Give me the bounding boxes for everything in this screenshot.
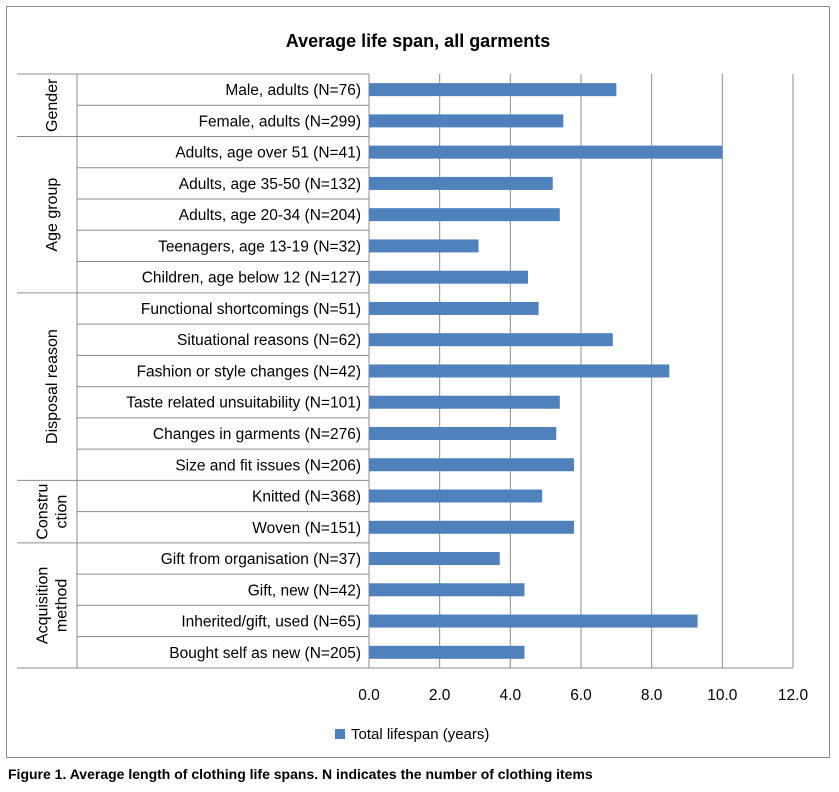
bar (369, 301, 539, 315)
bar (369, 426, 557, 440)
bar (369, 239, 479, 253)
category-label: Bought self as new (N=205) (169, 645, 361, 662)
x-tick-label: 12.0 (778, 687, 809, 704)
bar (369, 270, 528, 284)
category-label: Changes in garments (N=276) (153, 426, 361, 443)
group-label: Acquisition method (35, 567, 71, 644)
category-label: Adults, age 35-50 (N=132) (179, 176, 361, 193)
bar (369, 364, 670, 378)
figure-caption: Figure 1. Average length of clothing lif… (8, 766, 593, 782)
bar (369, 489, 543, 503)
category-label: Gift from organisation (N=37) (161, 551, 361, 568)
bar (369, 333, 613, 347)
bars (369, 83, 723, 659)
bar (369, 145, 723, 159)
x-tick-label: 2.0 (429, 687, 451, 704)
category-label: Male, adults (N=76) (225, 82, 361, 99)
category-label: Knitted (N=368) (252, 489, 361, 506)
category-label: Woven (N=151) (252, 520, 361, 537)
group-label-line: Disposal reason (44, 329, 61, 444)
bar (369, 583, 525, 597)
category-labels: Male, adults (N=76) Female, adults (N=299… (126, 82, 361, 662)
chart-svg: Average life span, all garments Gender Ag… (17, 31, 808, 743)
group-labels: Gender Age group Disposal reason Constru cti… (35, 78, 71, 644)
group-label: Disposal reason (44, 329, 61, 444)
bar (369, 614, 698, 628)
bar (369, 458, 574, 472)
bar (369, 114, 564, 128)
bar (369, 520, 574, 534)
x-tick-label: 0.0 (358, 687, 380, 704)
bar (369, 208, 560, 222)
group-label-line: Gender (44, 78, 61, 132)
category-label: Teenagers, age 13-19 (N=32) (158, 238, 361, 255)
category-label: Size and fit issues (N=206) (175, 457, 361, 474)
category-label: Gift, new (N=42) (248, 582, 361, 599)
bar (369, 395, 560, 409)
x-tick-labels: 0.0 2.0 4.0 6.0 8.0 10.0 12.0 (358, 687, 808, 704)
bar (369, 83, 617, 97)
x-tick-label: 4.0 (500, 687, 522, 704)
category-label: Female, adults (N=299) (199, 113, 361, 130)
chart-title: Average life span, all garments (286, 31, 550, 51)
group-label: Age group (44, 178, 61, 252)
x-tick-label: 6.0 (570, 687, 592, 704)
group-label-line: Age group (44, 178, 61, 252)
chart-frame: Average life span, all garments Gender Ag… (6, 6, 830, 758)
category-table-lines (17, 73, 369, 668)
category-label: Adults, age over 51 (N=41) (175, 145, 361, 162)
category-label: Functional shortcomings (N=51) (141, 301, 361, 318)
group-label-line: method (54, 579, 71, 632)
group-label: Gender (44, 78, 61, 132)
group-label-line: Acquisition (35, 567, 52, 644)
bar (369, 176, 553, 190)
legend-swatch (335, 729, 345, 739)
group-label-line: ction (54, 495, 71, 529)
bar (369, 552, 500, 566)
category-label: Situational reasons (N=62) (177, 332, 361, 349)
group-label: Constru ction (35, 484, 71, 540)
category-label: Children, age below 12 (N=127) (142, 270, 361, 287)
legend: Total lifespan (years) (335, 726, 489, 743)
bar (369, 645, 525, 659)
x-tick-label: 10.0 (707, 687, 738, 704)
group-label-line: Constru (35, 484, 52, 540)
category-label: Taste related unsuitability (N=101) (126, 395, 361, 412)
legend-label: Total lifespan (years) (351, 726, 489, 743)
category-label: Adults, age 20-34 (N=204) (179, 207, 361, 224)
category-label: Fashion or style changes (N=42) (137, 363, 361, 380)
x-tick-label: 8.0 (641, 687, 663, 704)
category-label: Inherited/gift, used (N=65) (181, 614, 361, 631)
